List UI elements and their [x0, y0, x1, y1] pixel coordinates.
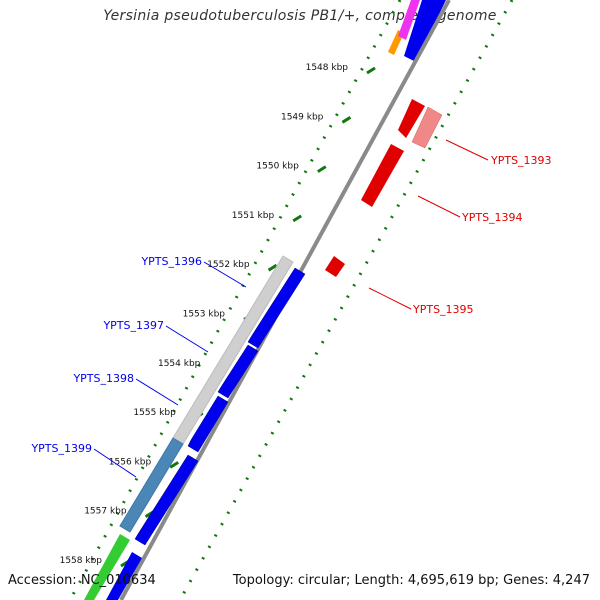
- accession-text: Accession: NC_010634: [8, 573, 156, 588]
- cds-ypts-1395[interactable]: [325, 256, 345, 277]
- label-ypts-1393[interactable]: YPTS_1393: [490, 154, 552, 167]
- top-magenta-feature: [398, 0, 420, 40]
- cog-band-green: [84, 534, 130, 600]
- label-ypts-1396[interactable]: YPTS_1396: [140, 255, 202, 268]
- label-ypts-1399[interactable]: YPTS_1399: [30, 442, 92, 455]
- leader-ypts-1396: [203, 261, 247, 288]
- kbp-tick: [317, 165, 327, 173]
- genome-title: Yersinia pseudotuberculosis PB1/+, compl…: [103, 8, 497, 24]
- cds-ypts-1399[interactable]: [134, 454, 199, 546]
- cds-ypts-1397[interactable]: [217, 344, 259, 399]
- kbp-tick: [169, 461, 179, 469]
- reverse-cds-track: [325, 99, 443, 277]
- kbp-tick-label: 1549 kbp: [281, 112, 324, 122]
- kbp-tick: [267, 263, 278, 272]
- forward-cds-track: [106, 267, 306, 600]
- gene-label-leaders: [93, 139, 489, 478]
- label-ypts-1397[interactable]: YPTS_1397: [102, 319, 164, 332]
- kbp-tick-label: 1550 kbp: [256, 162, 299, 172]
- kbp-tick: [366, 66, 376, 75]
- kbp-tick-label: 1552 kbp: [207, 260, 250, 270]
- kbp-tick-label: 1551 kbp: [232, 211, 275, 221]
- kbp-tick-label: 1555 kbp: [133, 408, 176, 418]
- kbp-tick-label: 1548 kbp: [306, 63, 349, 73]
- kbp-tick-label: 1553 kbp: [183, 310, 226, 320]
- kbp-tick-label: 1554 kbp: [158, 359, 201, 369]
- kbp-tick-label: 1556 kbp: [109, 457, 152, 467]
- kbp-tick-label: 1558 kbp: [60, 556, 103, 566]
- cds-ypts-1398[interactable]: [187, 395, 229, 453]
- cog-band-steel: [119, 437, 184, 533]
- leader-ypts-1394: [417, 195, 461, 218]
- cds-ypts-1393-a[interactable]: [398, 99, 425, 138]
- top-blue-feature: [404, 0, 446, 62]
- label-ypts-1394[interactable]: YPTS_1394: [461, 211, 523, 224]
- kbp-tick-labels: 1548 kbp 1549 kbp 1550 kbp 1551 kbp 1552 kbp…: [60, 63, 349, 566]
- kbp-tick: [341, 116, 352, 124]
- cds-ypts-1393[interactable]: [411, 106, 443, 149]
- cds-ypts-1394[interactable]: [361, 144, 404, 207]
- genome-summary-text: Topology: circular; Length: 4,695,619 bp…: [232, 573, 590, 588]
- leader-ypts-1398: [135, 378, 179, 406]
- kbp-tick: [292, 214, 302, 223]
- label-ypts-1398[interactable]: YPTS_1398: [72, 372, 134, 385]
- gc-dotted-line-outer: [178, 0, 514, 600]
- cds-forward-partial: [106, 552, 142, 600]
- cds-ypts-1396[interactable]: [247, 267, 306, 349]
- leader-ypts-1395: [368, 287, 412, 310]
- label-ypts-1395[interactable]: YPTS_1395: [412, 303, 474, 316]
- cog-band-gray: [172, 255, 294, 445]
- leader-ypts-1399: [93, 448, 137, 478]
- kbp-tick-label: 1557 kbp: [84, 507, 127, 517]
- leader-ypts-1393: [445, 139, 489, 161]
- leader-ypts-1397: [165, 325, 209, 353]
